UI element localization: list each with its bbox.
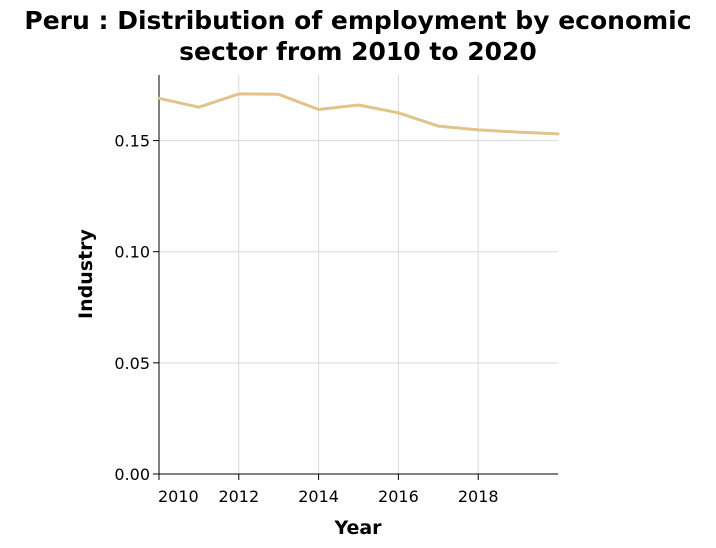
x-gridlines [238,75,479,474]
y-gridlines [159,140,558,364]
x-tick-label: 2012 [218,487,259,506]
y-tick-label: 0.15 [114,132,150,151]
y-tick-label: 0.10 [114,243,150,262]
x-axis-ticks: 2010 2012 2014 2016 2018 [158,474,499,506]
x-tick-label: 2016 [378,487,419,506]
chart-title-line-2: sector from 2010 to 2020 [179,37,537,66]
x-axis-label: Year [333,517,382,539]
y-tick-label: 0.00 [114,465,150,484]
y-tick-label: 0.05 [114,354,150,373]
industry-series-line [157,92,560,136]
y-axis-ticks: 0.00 0.05 0.10 0.15 [114,132,159,484]
x-tick-label: 2018 [458,487,499,506]
x-tick-label: 2014 [298,487,339,506]
y-axis-label: Industry [75,228,97,318]
x-tick-label: 2010 [158,487,199,506]
chart-title-line-1: Peru : Distribution of employment by eco… [24,6,691,35]
